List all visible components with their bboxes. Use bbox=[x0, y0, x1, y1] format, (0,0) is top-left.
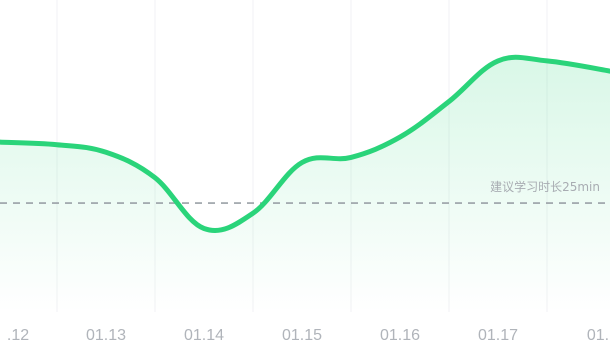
x-tick-label: 01.15 bbox=[282, 327, 322, 344]
reference-line-label: 建议学习时长25min bbox=[490, 179, 600, 194]
x-axis-ticks: .12 01.13 01.14 01.15 01.16 01.17 01. bbox=[7, 327, 609, 344]
x-tick-label: 01.13 bbox=[86, 327, 126, 344]
area-fill bbox=[0, 57, 610, 313]
series-line bbox=[0, 54, 610, 233]
x-tick-label: 01.16 bbox=[380, 327, 420, 344]
x-tick-label: 01.14 bbox=[184, 327, 224, 344]
x-tick-label: .12 bbox=[7, 327, 29, 344]
x-tick-label: 01. bbox=[587, 327, 609, 344]
x-tick-label: 01.17 bbox=[478, 327, 518, 344]
reference-line-group: 建议学习时长25min bbox=[0, 179, 610, 204]
series-area bbox=[0, 57, 610, 313]
series-line-group bbox=[0, 54, 610, 233]
